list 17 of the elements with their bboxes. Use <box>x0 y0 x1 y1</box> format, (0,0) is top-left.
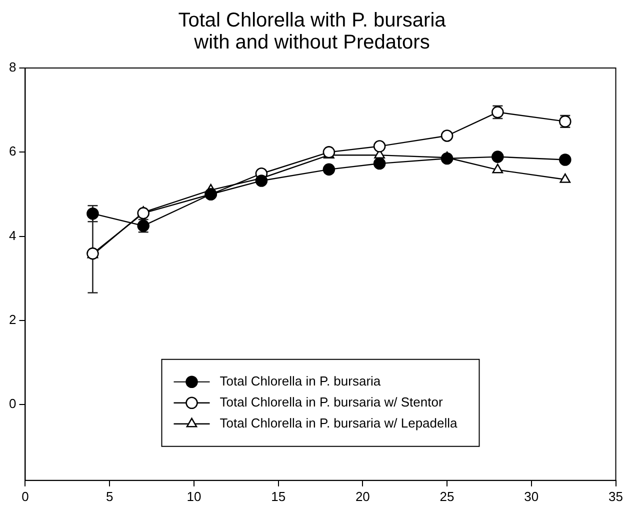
legend-label: Total Chlorella in P. bursaria w/ Stentor <box>220 394 444 410</box>
x-tick-label: 20 <box>355 488 370 504</box>
x-tick-label: 0 <box>22 488 29 504</box>
x-tick-label: 25 <box>440 488 454 504</box>
x-tick-label: 5 <box>106 488 114 504</box>
y-tick-label: 0 <box>8 396 16 412</box>
x-tick-label: 35 <box>608 488 624 504</box>
y-tick-label: 8 <box>8 60 16 75</box>
x-tick-label: 30 <box>524 488 539 504</box>
y-tick-label: 2 <box>8 312 16 328</box>
legend-label: Total Chlorella in P. bursaria w/ Lepadella <box>220 415 458 430</box>
chart-title: Total Chlorella with P. bursaria with and without Predators <box>178 10 447 54</box>
legend-label: Total Chlorella in P. bursaria <box>220 373 382 388</box>
y-tick-label: 4 <box>8 228 16 243</box>
x-tick-label: 15 <box>271 488 286 504</box>
x-tick-label: 10 <box>186 488 202 504</box>
y-tick-label: 6 <box>8 144 16 159</box>
